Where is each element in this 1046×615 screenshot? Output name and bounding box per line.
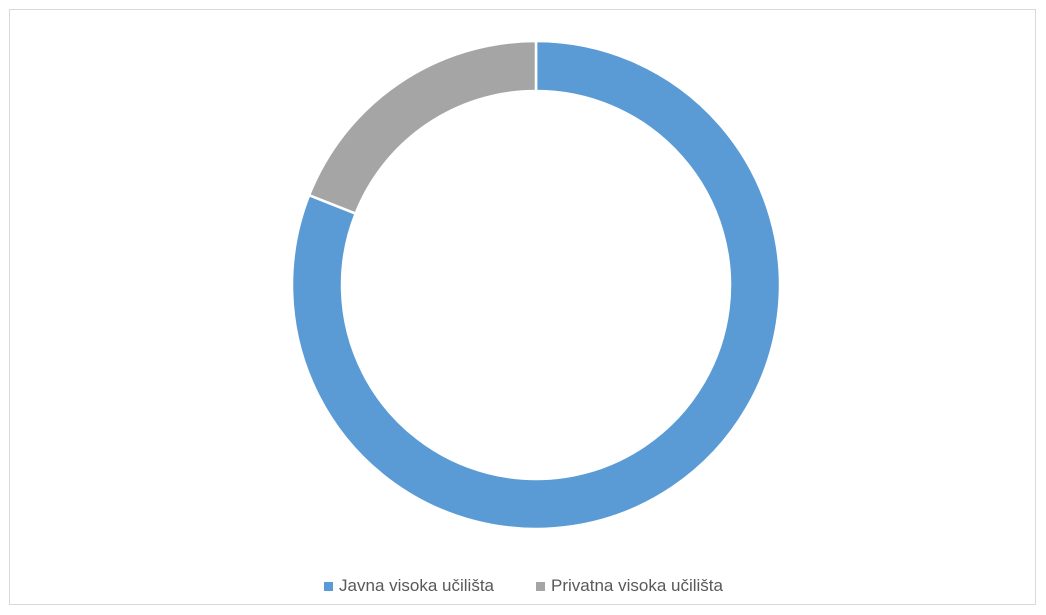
donut-slices <box>292 41 780 529</box>
legend-label-privatna: Privatna visoka učilišta <box>551 576 723 596</box>
legend-label-javna: Javna visoka učilišta <box>339 576 494 596</box>
legend-item-javna: Javna visoka učilišta <box>324 576 494 596</box>
legend-item-privatna: Privatna visoka učilišta <box>536 576 723 596</box>
chart-area: Javna visoka učilišta Privatna visoka uč… <box>9 9 1036 605</box>
legend-swatch-privatna <box>536 582 545 591</box>
legend-swatch-javna <box>324 582 333 591</box>
donut-chart <box>10 10 1037 606</box>
legend: Javna visoka učilišta Privatna visoka uč… <box>10 576 1037 596</box>
donut-slice-privatna <box>309 41 536 214</box>
